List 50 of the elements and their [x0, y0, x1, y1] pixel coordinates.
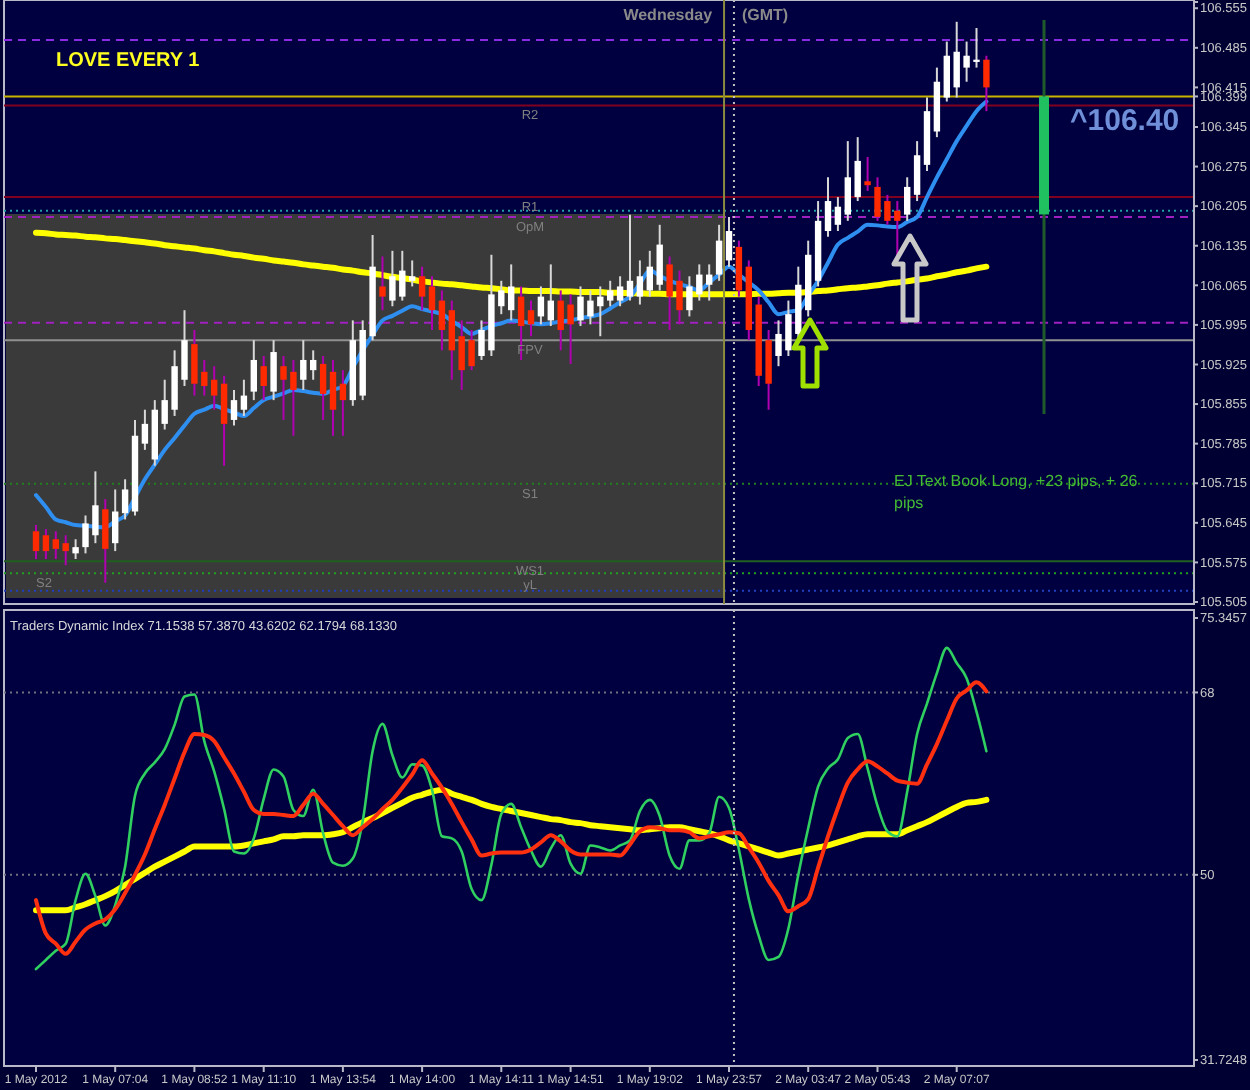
line-series	[34, 680, 989, 956]
candlestick	[240, 378, 248, 417]
candlestick	[260, 355, 267, 402]
candlestick	[834, 196, 842, 233]
candlestick	[725, 215, 733, 268]
candlestick	[913, 140, 921, 203]
text: LOVE EVERY 1	[56, 50, 201, 72]
candlestick	[646, 249, 653, 298]
candlestick	[636, 259, 644, 306]
annotation: ^106.40	[1070, 104, 1180, 139]
candlestick	[438, 289, 446, 352]
candlestick	[270, 339, 277, 402]
candlestick	[52, 530, 59, 561]
candlestick	[32, 524, 40, 561]
candlestick	[418, 265, 426, 312]
candlestick	[904, 176, 911, 222]
candlestick	[230, 388, 238, 427]
candlestick	[448, 299, 455, 381]
candlestick	[102, 498, 109, 584]
annotation: EJ Text Book Long, +23 pips, + 26 pips	[894, 472, 1139, 512]
candlestick	[250, 339, 257, 402]
candlestick	[319, 355, 327, 421]
candlestick	[72, 538, 79, 561]
candlestick	[735, 239, 743, 298]
candlestick	[527, 299, 535, 338]
annotation: (GMT)	[741, 6, 789, 24]
candlestick	[844, 140, 851, 222]
candlestick	[626, 213, 634, 302]
candlestick	[656, 223, 663, 292]
candlestick	[339, 369, 347, 437]
candlestick	[42, 528, 50, 561]
line-series	[34, 646, 988, 971]
candlestick	[547, 263, 554, 328]
candlestick	[379, 255, 386, 312]
candlestick	[329, 358, 337, 437]
candlestick	[616, 275, 624, 308]
candlestick	[428, 275, 436, 331]
candlestick	[864, 155, 871, 192]
candlestick	[121, 478, 129, 521]
candlestick	[112, 488, 119, 553]
candlestick	[537, 285, 545, 326]
candlestick	[715, 223, 723, 282]
candlestick	[220, 374, 228, 467]
candlestick	[62, 534, 69, 567]
candlestick	[943, 40, 950, 103]
candlestick	[983, 54, 990, 113]
candlestick	[824, 176, 832, 238]
candlestick	[141, 408, 149, 451]
candlestick	[854, 136, 861, 203]
annotation: Wednesday	[623, 6, 714, 24]
